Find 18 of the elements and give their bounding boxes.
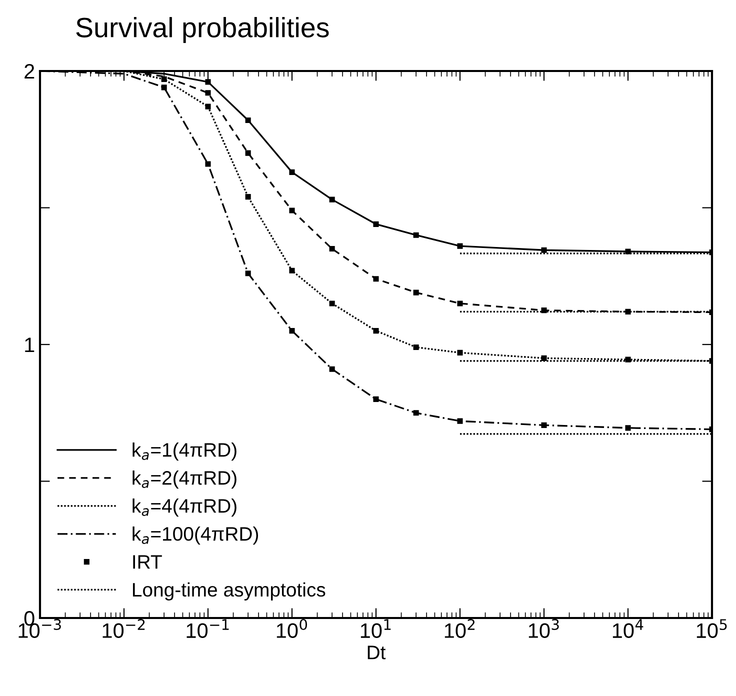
legend-label: k$_{a}$=4(4πRD) [132, 498, 236, 517]
legend-label: IRT [133, 555, 162, 569]
legend-label: Long-time asymptotics [132, 582, 326, 600]
y-tick-label: 1 [25, 338, 34, 352]
x-tick-label: 10$^{3}$ [528, 619, 559, 638]
x-tick-label: 10$^{2}$ [444, 619, 475, 638]
legend-label: k$_{a}$=1(4πRD) [132, 442, 236, 461]
legend-label: k$_{a}$=2(4πRD) [132, 470, 236, 489]
x-tick-label: 10$^{−2}$ [102, 619, 145, 638]
x-tick-label: 10$^{1}$ [360, 619, 391, 638]
x-tick-label: 10$^{−1}$ [186, 619, 229, 638]
x-tick-label: 10$^{5}$ [696, 619, 727, 638]
y-tick-label: 2 [24, 64, 34, 79]
x-tick-label: 10$^{0}$ [276, 619, 308, 638]
chart-title: Survival probabilities [76, 17, 329, 43]
x-tick-label: 10$^{4}$ [612, 619, 644, 638]
legend-label: k$_{a}$=100(4πRD) [132, 526, 258, 545]
x-axis-title: Dt [368, 646, 386, 660]
